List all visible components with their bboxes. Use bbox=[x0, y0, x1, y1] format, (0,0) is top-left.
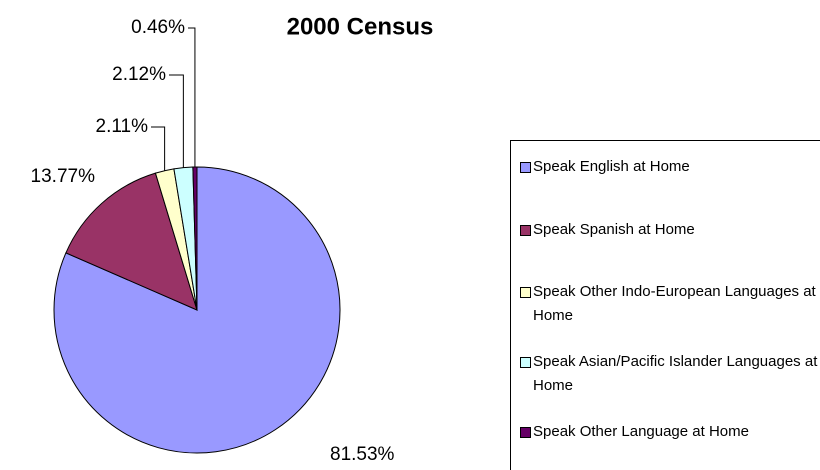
legend-label: Speak Asian/Pacific Islander Languages a… bbox=[533, 353, 818, 394]
legend-entry: Speak Asian/Pacific Islander Languages a… bbox=[520, 350, 820, 398]
chart-title: 2000 Census bbox=[287, 13, 434, 40]
legend-entry: Speak English at Home bbox=[520, 155, 820, 179]
legend-entry: Speak Other Language at Home bbox=[520, 420, 820, 444]
legend-label: Speak Other Indo-European Languages at H… bbox=[533, 283, 816, 324]
legend-swatch bbox=[520, 427, 531, 438]
legend-swatch bbox=[520, 225, 531, 236]
legend-label: Speak English at Home bbox=[533, 158, 690, 175]
pie-slice bbox=[65, 172, 198, 311]
legend-swatch bbox=[520, 287, 531, 298]
pie-slice bbox=[192, 166, 198, 311]
legend-entry: Speak Other Indo-European Languages at H… bbox=[520, 280, 820, 328]
leader-line bbox=[188, 27, 196, 168]
data-label: 81.53% bbox=[330, 444, 395, 465]
data-label: 13.77% bbox=[31, 166, 96, 187]
leader-line bbox=[169, 74, 184, 168]
legend-entry: Speak Spanish at Home bbox=[520, 218, 820, 242]
data-label: 0.46% bbox=[131, 17, 185, 38]
data-label: 2.12% bbox=[112, 64, 166, 85]
legend: Speak English at Home Speak Spanish at Ho… bbox=[510, 140, 820, 470]
pie-slice bbox=[53, 166, 341, 454]
legend-label: Speak Other Language at Home bbox=[533, 423, 749, 440]
legend-swatch bbox=[520, 162, 531, 173]
leader-line bbox=[151, 126, 166, 171]
data-label: 2.11% bbox=[96, 116, 149, 137]
legend-label: Speak Spanish at Home bbox=[533, 221, 695, 238]
legend-swatch bbox=[520, 357, 531, 368]
